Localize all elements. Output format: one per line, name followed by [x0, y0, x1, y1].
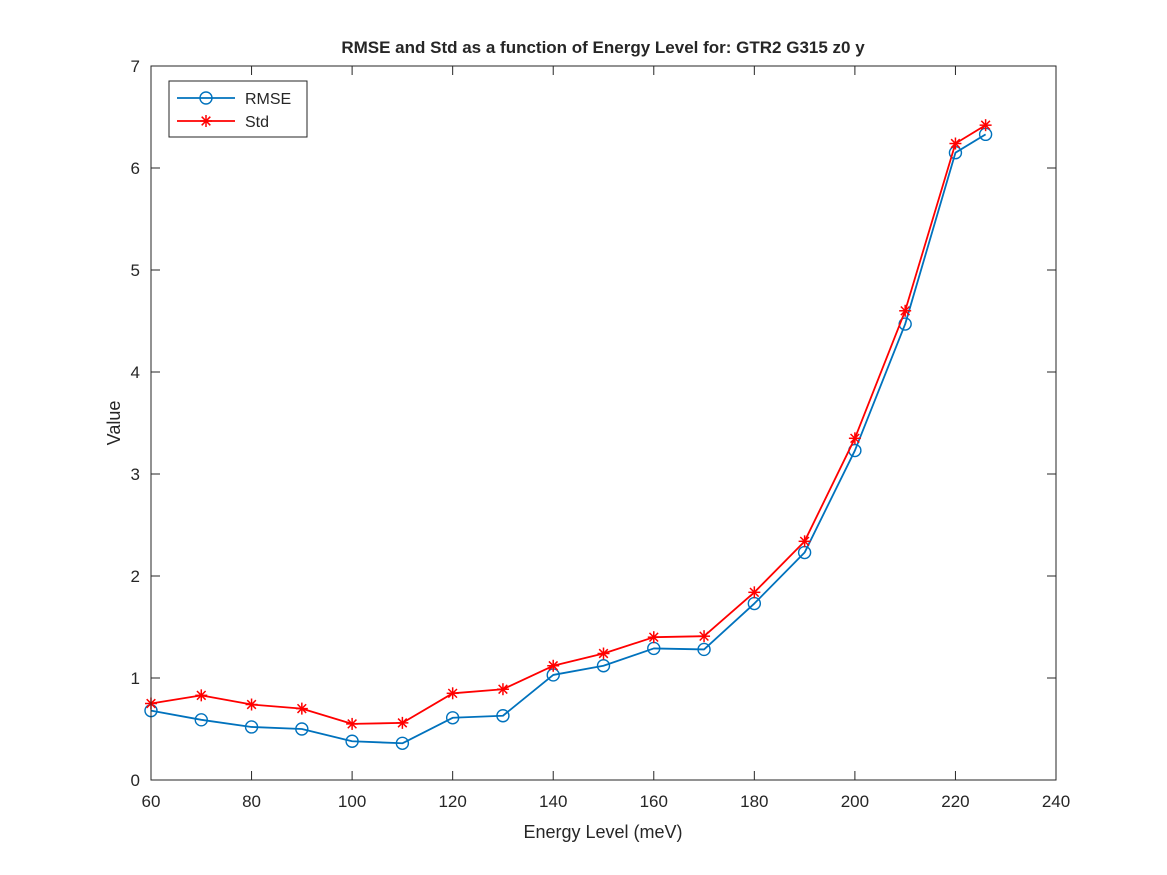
x-tick-label: 120	[438, 792, 466, 811]
std-data-point	[346, 717, 359, 730]
std-data-point	[245, 698, 258, 711]
rmse-data-point	[295, 722, 309, 736]
y-tick-label: 7	[131, 57, 140, 76]
x-tick-label: 160	[640, 792, 668, 811]
std-data-point	[647, 631, 660, 644]
y-tick-label: 3	[131, 465, 140, 484]
std-data-point	[698, 630, 711, 643]
x-tick-label: 100	[338, 792, 366, 811]
std-data-point	[396, 716, 409, 729]
x-tick-label: 80	[242, 792, 261, 811]
x-tick-label: 180	[740, 792, 768, 811]
y-tick-label: 1	[131, 669, 140, 688]
x-tick-label: 240	[1042, 792, 1070, 811]
std-data-point	[295, 702, 308, 715]
std-data-point	[597, 647, 610, 660]
plot-frame	[150, 65, 1057, 781]
std-series-line	[150, 124, 987, 725]
x-tick-label: 60	[142, 792, 161, 811]
rmse-data-point	[345, 734, 359, 748]
y-tick-label: 0	[131, 771, 140, 790]
std-data-point	[496, 683, 509, 696]
y-tick-label: 2	[131, 567, 140, 586]
std-data-point	[798, 535, 811, 548]
rmse-data-point	[194, 713, 208, 727]
std-data-point	[979, 119, 992, 132]
legend: RMSE Std	[168, 80, 308, 138]
std-data-point	[848, 432, 861, 445]
rmse-data-point	[496, 709, 510, 723]
y-tick-label: 4	[131, 363, 140, 382]
y-tick-label: 5	[131, 261, 140, 280]
std-data-point	[899, 304, 912, 317]
std-data-point	[446, 687, 459, 700]
plot-area	[151, 66, 1056, 780]
rmse-data-point	[445, 711, 460, 725]
rmse-data-point	[395, 736, 410, 750]
x-tick-label: 200	[841, 792, 869, 811]
x-tick-label: 220	[941, 792, 969, 811]
rmse-data-point	[596, 659, 611, 673]
legend-rmse-label: RMSE	[245, 91, 291, 108]
std-data-point	[547, 659, 560, 672]
legend-rmse-marker	[199, 91, 213, 105]
x-tick-label: 140	[539, 792, 567, 811]
legend-std-marker	[200, 115, 212, 127]
y-tick-label: 6	[131, 159, 140, 178]
rmse-series-line	[150, 133, 987, 745]
std-data-point	[748, 586, 761, 599]
x-axis-label: Energy Level (meV)	[523, 822, 682, 842]
std-data-point	[195, 689, 208, 702]
y-axis-label: Value	[104, 401, 124, 446]
legend-box	[168, 80, 308, 138]
std-data-point	[949, 137, 962, 150]
rmse-data-point	[244, 720, 259, 734]
legend-std-label: Std	[245, 114, 269, 131]
rmse-data-point	[697, 642, 711, 657]
chart-title: RMSE and Std as a function of Energy Lev…	[341, 38, 865, 57]
